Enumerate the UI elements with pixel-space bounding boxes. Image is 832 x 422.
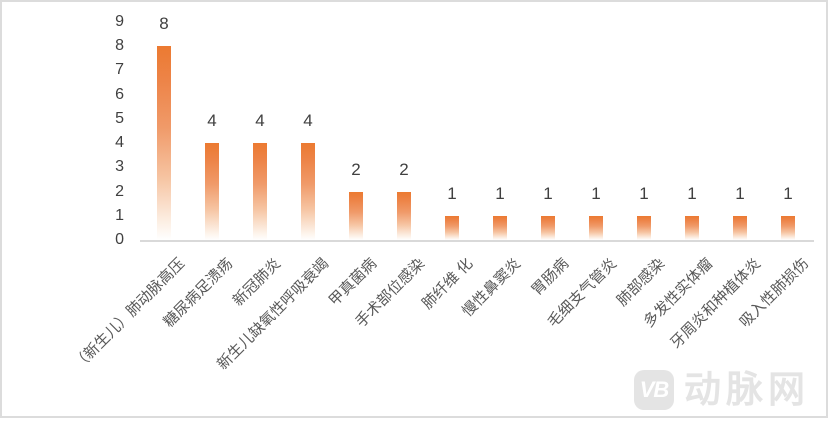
- bar-column: 4: [284, 22, 332, 240]
- bar: [301, 143, 315, 240]
- bar-column: 1: [476, 22, 524, 240]
- watermark: VB 动脉网: [634, 370, 810, 410]
- bar-column: 1: [764, 22, 812, 240]
- x-axis-labels: （新生儿）肺动脉高压 糖尿病足溃疡 新冠肺炎 新生儿缺氧性呼吸衰竭 甲真菌病 手术部位感染…: [70, 240, 812, 390]
- bar: [349, 191, 363, 240]
- bar: [589, 215, 603, 240]
- bar-value-label: 1: [687, 183, 697, 203]
- bar-column: 1: [524, 22, 572, 240]
- watermark-text: 动脉网: [684, 369, 810, 410]
- y-tick-label: 8: [115, 37, 124, 55]
- bar-column: 2: [380, 22, 428, 240]
- bar-value-label: 1: [495, 183, 505, 203]
- bar-value-label: 1: [639, 183, 649, 203]
- bar-chart-plot-area: 8 4 4 4 2 2 1 1 1 1 1 1 1 1: [140, 15, 812, 240]
- bar-column: 8: [140, 15, 188, 240]
- bar: [493, 215, 507, 240]
- bar-column: 4: [188, 22, 236, 240]
- vb-logo-icon: VB: [634, 370, 674, 410]
- bar-column: 4: [236, 22, 284, 240]
- bar-column: 1: [620, 22, 668, 240]
- bar: [157, 46, 171, 240]
- bar-column: 1: [716, 22, 764, 240]
- bar-value-label: 4: [303, 111, 313, 131]
- bar: [445, 215, 459, 240]
- bar-column: 1: [668, 22, 716, 240]
- bar: [397, 191, 411, 240]
- bar: [541, 215, 555, 240]
- bar: [205, 143, 219, 240]
- x-axis-line: [140, 240, 814, 242]
- bar-value-label: 4: [207, 111, 217, 131]
- bar: [685, 215, 699, 240]
- bar-column: 1: [428, 22, 476, 240]
- bar-value-label: 1: [447, 183, 457, 203]
- bar-value-label: 2: [399, 159, 409, 179]
- y-tick-label: 0: [115, 231, 124, 248]
- y-tick-label: 9: [115, 13, 124, 30]
- bar-value-label: 2: [351, 159, 361, 179]
- bar-value-label: 8: [159, 14, 169, 34]
- bar: [781, 215, 795, 240]
- y-tick-label: 7: [115, 61, 124, 79]
- bar-value-label: 1: [591, 183, 601, 203]
- y-tick-label: 6: [115, 85, 124, 103]
- bar-value-label: 4: [255, 111, 265, 131]
- y-tick-label: 4: [115, 134, 124, 152]
- y-tick-label: 5: [115, 109, 124, 127]
- bar-value-label: 1: [735, 183, 745, 203]
- y-tick-label: 3: [115, 158, 124, 176]
- bar: [637, 215, 651, 240]
- y-tick-label: 1: [115, 206, 124, 224]
- y-tick-label: 2: [115, 182, 124, 200]
- bar-value-label: 1: [543, 183, 553, 203]
- bar-column: 2: [332, 22, 380, 240]
- bar: [253, 143, 267, 240]
- bar-value-label: 1: [783, 183, 793, 203]
- y-axis: 0 1 2 3 4 5 6 7 8 9: [2, 13, 130, 248]
- bar-column: 1: [572, 22, 620, 240]
- bar: [733, 215, 747, 240]
